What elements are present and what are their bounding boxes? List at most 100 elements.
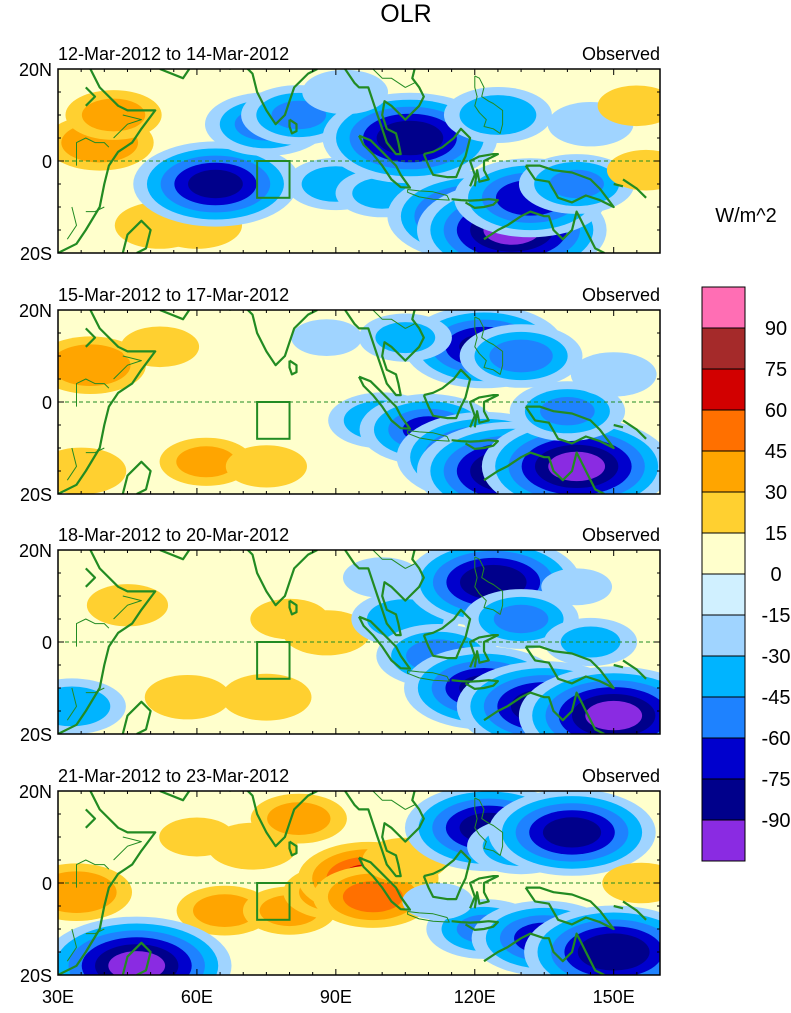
colorbar-label: -15 [762, 605, 791, 627]
olr-contour-p1-f18-l1 [597, 85, 660, 127]
olr-contour-p2-f1-l2 [58, 344, 131, 386]
coastline-segment [524, 164, 615, 209]
colorbar-swatch [701, 286, 746, 329]
colorbar-label: -30 [762, 646, 791, 668]
coastline-segment [121, 219, 152, 253]
coastline-segment [622, 178, 647, 199]
y-tick-label: 20N [19, 60, 52, 80]
coastline-segment [229, 310, 318, 367]
coastline-segment [288, 599, 298, 616]
olr-contour-p3-f10-l3 [493, 604, 549, 634]
coastline-segment [372, 791, 415, 810]
coastline-segment [229, 550, 318, 607]
coastline-segment [469, 153, 499, 187]
colorbar-swatch [701, 327, 746, 370]
colorbar-label: 15 [765, 523, 787, 545]
coastline-segment [451, 679, 499, 691]
coastline-segment [85, 687, 105, 694]
map-panel-3: 20N 0 20S 18-Mar-2012 to 20-Mar-2012 Observe… [19, 525, 661, 745]
coastline-segment [622, 659, 647, 680]
olr-contour-p2-f4-l1 [225, 445, 307, 488]
coastline-segment [85, 928, 105, 935]
coastline-segment [344, 310, 425, 397]
coastline-segment [66, 928, 77, 962]
colorbar-swatch [701, 491, 746, 534]
coastline-segment [85, 567, 97, 588]
coastline-segment [113, 595, 142, 620]
olr-contour-p3-f3-l1 [221, 673, 312, 721]
y-tick-label: 0 [42, 393, 52, 413]
colorbar-label: -60 [762, 728, 791, 750]
colorbar-label: 75 [765, 359, 787, 381]
map-panel-2: 20N 0 20S 15-Mar-2012 to 17-Mar-2012 Observe… [19, 285, 661, 505]
olr-contour-p2-f10-l3 [489, 339, 553, 373]
coastlines [58, 791, 647, 975]
coastline-segment [474, 316, 504, 375]
coastline-segment [85, 808, 97, 829]
colorbar-swatch [701, 655, 746, 698]
coastline-segment [407, 430, 450, 442]
coastline-segment [76, 859, 110, 888]
olr-contour-p1-f4-l2 [81, 98, 146, 132]
coastline-segment [524, 645, 615, 690]
reference-box [256, 641, 291, 680]
coastline-segment [372, 550, 415, 569]
coastline-segment [474, 556, 504, 615]
coastline-segment [159, 310, 191, 321]
olr-contour-p2-f5-l1 [120, 326, 200, 368]
olr-contour-p1-f8-l3 [271, 100, 327, 130]
coastline-segment [66, 206, 77, 240]
coastline-segment [483, 691, 605, 734]
colorbar-label: 30 [765, 482, 787, 504]
coastline-segment [358, 856, 411, 911]
coastline-segment [121, 460, 152, 494]
olr-contour-p2-f15-l1 [570, 352, 657, 397]
olr-contour-p4-f19-l1 [402, 883, 474, 920]
coastline-segment [288, 840, 298, 857]
colorbar-label: -75 [762, 769, 791, 791]
coastline-segment [422, 368, 472, 420]
olr-contour-p4-f4-l2 [193, 894, 257, 927]
coastline-segment [407, 189, 450, 201]
reference-box [256, 882, 291, 921]
panel-date-range: 15-Mar-2012 to 17-Mar-2012 [58, 285, 289, 305]
coastline-segment [372, 310, 415, 329]
olr-field [58, 550, 660, 734]
olr-contour-p4-f17-l5 [577, 933, 650, 971]
coastline-segment [613, 423, 624, 429]
coastline-segment [358, 134, 411, 189]
colorbar-label: -45 [762, 687, 791, 709]
figure-title: OLR [380, 0, 431, 28]
coastline-segment [58, 791, 157, 975]
olr-contour-p4-f1-l2 [58, 871, 117, 913]
coastline-segment [66, 447, 77, 481]
coastline-segment [58, 69, 157, 253]
y-tick-label: 20N [19, 541, 52, 561]
olr-contour-p2-f14-l3 [540, 397, 595, 426]
olr-contour-p2-f17-l1 [291, 319, 362, 356]
colorbar-swatch [701, 409, 746, 452]
x-tick-label: 30E [42, 987, 74, 1007]
panel-ticks [57, 549, 661, 735]
coastline-segment [372, 69, 415, 88]
colorbar-label: 60 [765, 400, 787, 422]
coastline-segment [76, 137, 110, 166]
olr-field [58, 69, 660, 253]
colorbar-label: 45 [765, 441, 787, 463]
coastline-segment [474, 75, 504, 134]
coastline-segment [159, 69, 191, 80]
coastlines [58, 550, 647, 734]
map-panel-1: 20N 0 20S 12-Mar-2012 to 14-Mar-2012 Observe… [19, 44, 661, 264]
coastline-segment [58, 310, 157, 494]
colorbar-units-label: W/m^2 [715, 205, 777, 227]
olr-contour-p1-f19-l1 [606, 149, 660, 191]
coastline-segment [358, 615, 411, 670]
colorbar-swatch [701, 819, 746, 862]
colorbar: 90 75 60 45 30 15 0 -15 -30 -45 -60 -75 -90 [701, 286, 791, 862]
colorbar-swatch [701, 573, 746, 616]
olr-contour-p3-f6-l2 [58, 686, 111, 727]
olr-field [58, 310, 660, 494]
coastline-segment [76, 618, 110, 647]
coastline-segment [422, 849, 472, 901]
coastline-segment [113, 836, 142, 861]
